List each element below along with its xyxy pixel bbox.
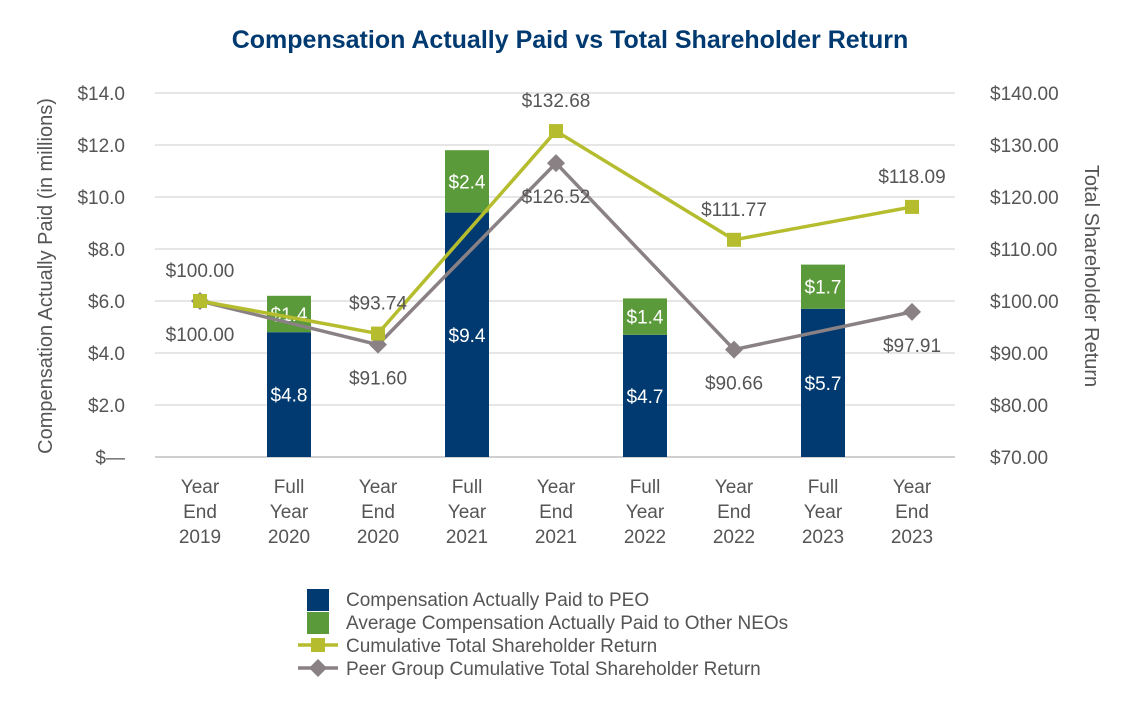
legend-item: Average Compensation Actually Paid to Ot… bbox=[307, 612, 788, 634]
line-data-label: $90.66 bbox=[705, 374, 763, 395]
tsr-line bbox=[199, 129, 913, 336]
bar-peo bbox=[267, 332, 311, 457]
tsr-point bbox=[727, 232, 741, 247]
bar-peo-label: $5.7 bbox=[805, 374, 842, 395]
category-label: Year End 2020 bbox=[357, 477, 399, 548]
category-label: Year End 2023 bbox=[891, 477, 933, 548]
line-data-label: $93.74 bbox=[349, 294, 408, 315]
bar-peo-label: $9.4 bbox=[449, 326, 486, 347]
y-tick-label: $6.0 bbox=[88, 292, 125, 313]
bar-other-neos-label: $1.7 bbox=[805, 278, 842, 299]
y2-tick-label: $70.00 bbox=[990, 448, 1048, 469]
y-tick-label: $14.0 bbox=[77, 84, 125, 105]
chart-title: Compensation Actually Paid vs Total Shar… bbox=[232, 26, 909, 54]
bar-peo-label: $4.8 bbox=[271, 386, 308, 407]
y2-tick-label: $130.00 bbox=[990, 136, 1059, 157]
tsr-point bbox=[193, 294, 207, 308]
line-data-label: $126.52 bbox=[522, 187, 591, 208]
left-axis-title: Compensation Actually Paid (in millions) bbox=[35, 98, 57, 454]
legend-swatch bbox=[307, 612, 329, 634]
tsr-point bbox=[371, 326, 385, 341]
y-tick-label: $4.0 bbox=[88, 344, 125, 365]
bar-peo-label: $4.7 bbox=[627, 387, 664, 408]
y-tick-label: $10.0 bbox=[77, 188, 125, 209]
left-axis-ticks: $— $2.0 $4.0 $6.0 $8.0 $10.0 $12.0 $14.0 bbox=[77, 84, 125, 469]
category-label: Year End 2019 bbox=[179, 477, 221, 548]
category-label: Full Year 2021 bbox=[446, 477, 488, 548]
legend-item: Cumulative Total Shareholder Return bbox=[298, 636, 657, 657]
legend-label: Cumulative Total Shareholder Return bbox=[346, 636, 657, 657]
category-label: Year End 2021 bbox=[535, 477, 577, 548]
y-tick-label: $— bbox=[95, 448, 125, 469]
y-tick-label: $8.0 bbox=[88, 240, 125, 261]
line-data-label: $97.91 bbox=[883, 336, 941, 357]
legend-item: Compensation Actually Paid to PEO bbox=[307, 589, 649, 611]
right-axis-title: Total Shareholder Return bbox=[1080, 165, 1102, 387]
line-data-label: $118.09 bbox=[878, 167, 945, 188]
bar-other-neos-label: $1.4 bbox=[627, 308, 664, 329]
bar-peo bbox=[623, 334, 667, 457]
category-label: Full Year 2022 bbox=[624, 477, 666, 548]
legend-marker bbox=[311, 638, 325, 652]
category-labels: Year End 2019 Full Year 2020 Year End 2020 Full Ye… bbox=[179, 477, 933, 548]
peer-tsr-point bbox=[547, 154, 565, 173]
category-label: Year End 2022 bbox=[713, 477, 755, 548]
category-label: Full Year 2023 bbox=[802, 477, 844, 548]
line-data-label: $100.00 bbox=[166, 261, 235, 282]
right-axis-ticks: $70.00 $80.00 $90.00 $100.00 $110.00 $120.00 $… bbox=[990, 84, 1059, 469]
y2-tick-label: $80.00 bbox=[990, 396, 1048, 417]
line-data-label: $132.68 bbox=[522, 91, 591, 112]
line-data-label: $91.60 bbox=[349, 369, 407, 390]
category-label: Full Year 2020 bbox=[268, 477, 310, 548]
y2-tick-label: $90.00 bbox=[990, 344, 1048, 365]
line-data-label: $100.00 bbox=[166, 325, 235, 346]
y-tick-label: $12.0 bbox=[77, 136, 125, 157]
bar-other-neos-label: $2.4 bbox=[449, 172, 486, 193]
y2-tick-label: $120.00 bbox=[990, 188, 1059, 209]
peer-tsr-point bbox=[725, 340, 743, 359]
legend-marker bbox=[309, 659, 327, 677]
line-data-label: $111.77 bbox=[701, 200, 767, 221]
legend-swatch bbox=[307, 589, 329, 611]
y2-tick-label: $110.00 bbox=[990, 240, 1057, 261]
lines: $100.00 $93.74 $132.68 $111.77 $118.09 $100.0… bbox=[166, 91, 946, 395]
legend-label: Average Compensation Actually Paid to Ot… bbox=[346, 613, 788, 634]
legend: Compensation Actually Paid to PEOAverage… bbox=[298, 589, 788, 680]
legend-label: Compensation Actually Paid to PEO bbox=[346, 590, 649, 611]
bar-other-neos bbox=[623, 298, 667, 335]
bar-other-neos bbox=[445, 150, 489, 213]
tsr-point bbox=[905, 199, 919, 214]
peer-tsr-point bbox=[903, 302, 921, 321]
legend-item: Peer Group Cumulative Total Shareholder … bbox=[298, 659, 761, 680]
bar-other-neos bbox=[801, 264, 845, 309]
tsr-point bbox=[549, 124, 563, 139]
legend-label: Peer Group Cumulative Total Shareholder … bbox=[346, 659, 761, 680]
y2-tick-label: $140.00 bbox=[990, 84, 1059, 105]
y2-tick-label: $100.00 bbox=[990, 292, 1059, 313]
y-tick-label: $2.0 bbox=[88, 396, 125, 417]
